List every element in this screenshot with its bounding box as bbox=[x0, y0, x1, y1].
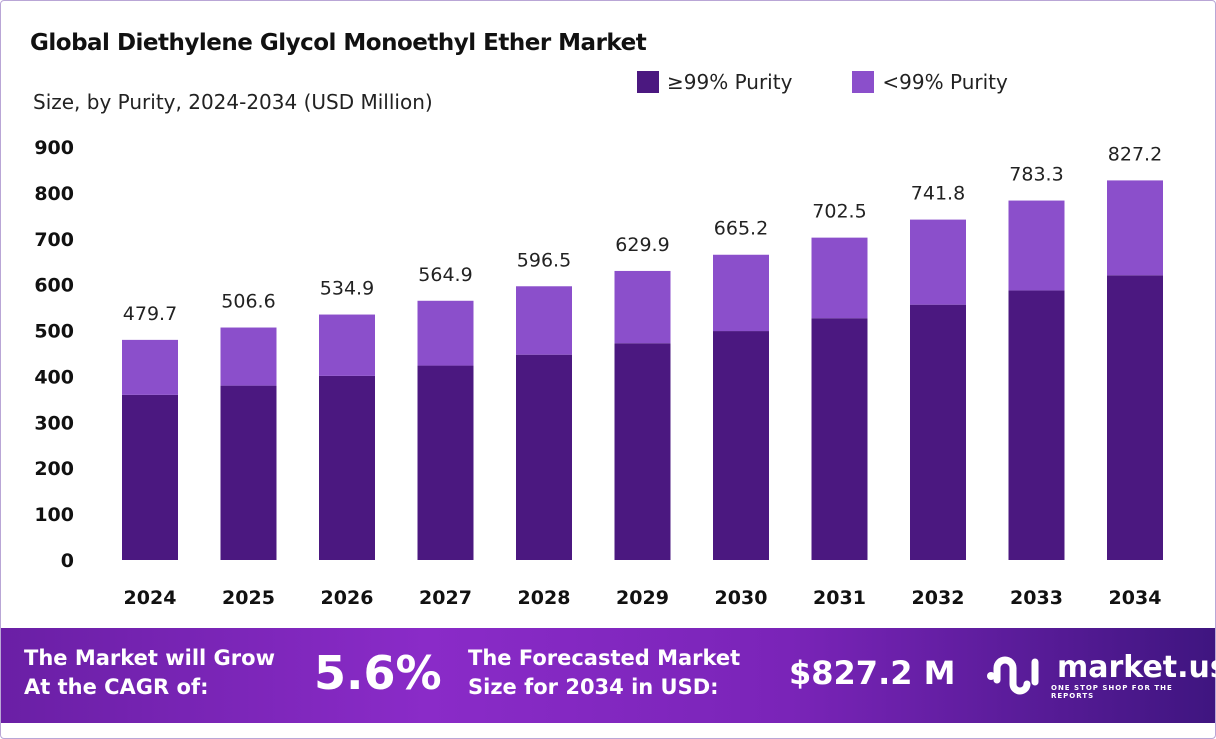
x-tick-label: 2029 bbox=[616, 587, 669, 609]
chart-title: Global Diethylene Glycol Monoethyl Ether… bbox=[30, 30, 647, 56]
bar-segment-high-purity bbox=[614, 343, 671, 560]
bar-segment-high-purity bbox=[220, 385, 277, 560]
y-tick-label: 400 bbox=[34, 366, 74, 388]
footer-banner: The Market will Grow At the CAGR of: 5.6… bbox=[1, 628, 1216, 723]
forecast-label-line2: Size for 2034 in USD: bbox=[468, 675, 719, 699]
bar-segment-high-purity bbox=[417, 365, 474, 560]
legend-item-low-purity: <99% Purity bbox=[852, 70, 1008, 94]
x-tick-label: 2027 bbox=[419, 587, 472, 609]
bar-segment-low-purity bbox=[614, 270, 671, 344]
x-tick-label: 2026 bbox=[321, 587, 374, 609]
bar-segment-low-purity bbox=[910, 219, 966, 305]
cagr-label: The Market will Grow At the CAGR of: bbox=[24, 644, 275, 702]
x-tick-label: 2032 bbox=[912, 587, 965, 609]
y-tick-label: 100 bbox=[34, 504, 74, 526]
data-label: 629.9 bbox=[615, 234, 669, 256]
data-label: 702.5 bbox=[812, 201, 866, 223]
bar-segment-low-purity bbox=[417, 300, 474, 366]
bar-segment-low-purity bbox=[1107, 180, 1163, 276]
bar-segment-high-purity bbox=[713, 331, 769, 560]
bar-segment-low-purity bbox=[811, 237, 868, 319]
brand-tagline: ONE STOP SHOP FOR THE REPORTS bbox=[1051, 684, 1173, 700]
bar-segment-high-purity bbox=[319, 375, 375, 560]
bar-segment-high-purity bbox=[516, 354, 572, 560]
bar-segment-low-purity bbox=[122, 339, 178, 395]
bar-segment-low-purity bbox=[516, 286, 572, 355]
bar-segment-high-purity bbox=[122, 394, 178, 560]
y-tick-label: 0 bbox=[61, 550, 74, 572]
brand-name: market.us bbox=[1057, 650, 1216, 685]
data-label: 534.9 bbox=[320, 278, 374, 300]
data-label: 665.2 bbox=[714, 218, 768, 240]
legend-label: ≥99% Purity bbox=[667, 70, 793, 94]
data-label: 783.3 bbox=[1009, 164, 1063, 186]
y-tick-label: 500 bbox=[34, 321, 74, 343]
cagr-value: 5.6% bbox=[314, 646, 442, 700]
bar-segment-high-purity bbox=[1008, 290, 1065, 560]
forecast-value: $827.2 M bbox=[789, 654, 956, 692]
data-label: 506.6 bbox=[221, 291, 275, 313]
data-label: 596.5 bbox=[517, 249, 571, 271]
forecast-label: The Forecasted Market Size for 2034 in U… bbox=[468, 644, 740, 702]
x-tick-label: 2025 bbox=[222, 587, 275, 609]
cagr-label-line1: The Market will Grow bbox=[24, 646, 275, 670]
y-tick-label: 800 bbox=[34, 183, 74, 205]
legend-item-high-purity: ≥99% Purity bbox=[637, 70, 792, 94]
legend-label: <99% Purity bbox=[882, 70, 1008, 94]
bar-segment-low-purity bbox=[1008, 200, 1065, 291]
bar-segment-high-purity bbox=[1107, 275, 1163, 560]
y-tick-label: 700 bbox=[34, 229, 74, 251]
bar-segment-high-purity bbox=[910, 304, 966, 560]
bar-chart: 0 100 200 300 400 500 600 700 800 900 479.7 2024 506… bbox=[34, 137, 1163, 609]
data-label: 479.7 bbox=[123, 303, 177, 325]
data-label: 741.8 bbox=[911, 183, 965, 205]
bar-segment-low-purity bbox=[220, 327, 277, 386]
data-label: 564.9 bbox=[418, 264, 472, 286]
y-tick-label: 300 bbox=[34, 412, 74, 434]
cagr-label-line2: At the CAGR of: bbox=[24, 675, 209, 699]
x-tick-label: 2031 bbox=[813, 587, 866, 609]
x-tick-label: 2024 bbox=[124, 587, 177, 609]
x-tick-label: 2034 bbox=[1109, 587, 1162, 609]
legend: ≥99% Purity <99% Purity bbox=[637, 70, 1008, 94]
y-tick-label: 600 bbox=[34, 275, 74, 297]
forecast-label-line1: The Forecasted Market bbox=[468, 646, 741, 670]
x-tick-label: 2033 bbox=[1010, 587, 1063, 609]
bar-segment-low-purity bbox=[713, 254, 769, 332]
legend-swatch bbox=[852, 71, 875, 93]
market-us-logo-icon bbox=[987, 656, 1039, 695]
x-tick-label: 2030 bbox=[715, 587, 768, 609]
x-tick-label: 2028 bbox=[518, 587, 571, 609]
chart-subtitle: Size, by Purity, 2024-2034 (USD Million) bbox=[33, 90, 433, 114]
bar-segment-low-purity bbox=[319, 314, 375, 376]
data-label: 827.2 bbox=[1108, 143, 1162, 165]
y-tick-label: 200 bbox=[34, 458, 74, 480]
bar-segment-high-purity bbox=[811, 318, 868, 560]
y-tick-label: 900 bbox=[34, 137, 74, 159]
legend-swatch bbox=[637, 71, 659, 93]
